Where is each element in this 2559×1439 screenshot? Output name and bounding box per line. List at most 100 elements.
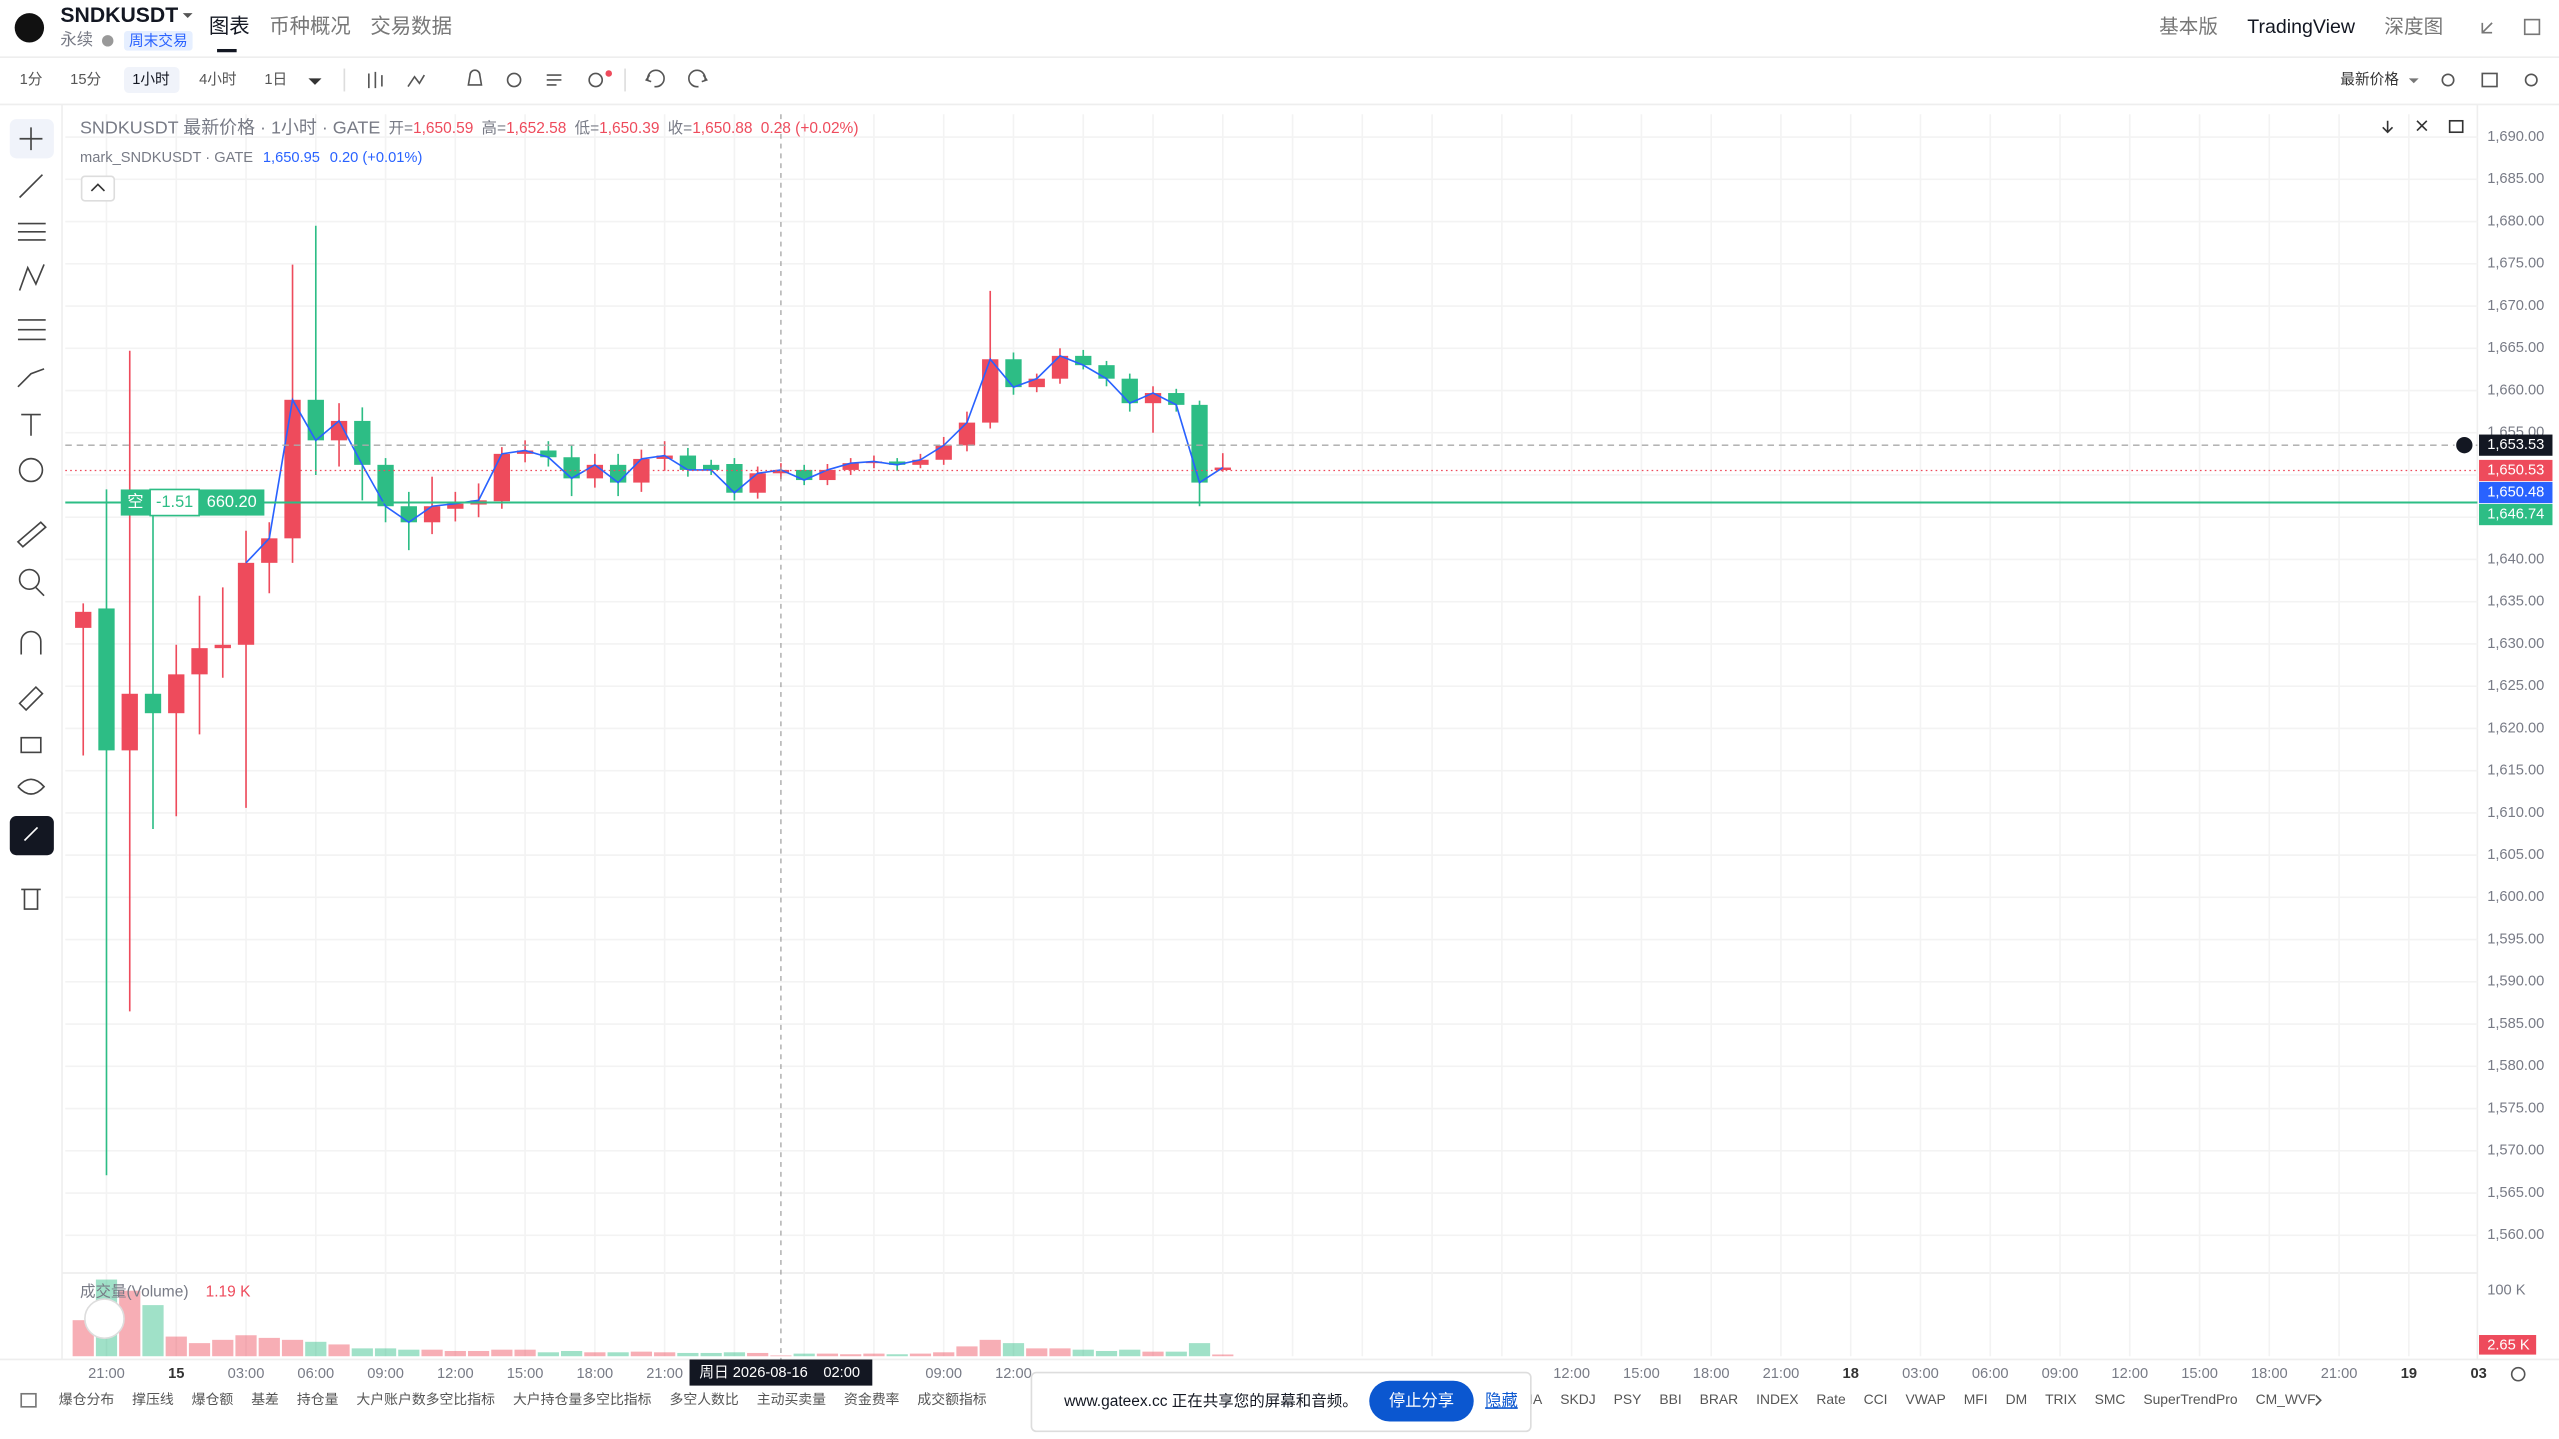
indicator-tab[interactable]: VWAP	[1905, 1391, 1945, 1407]
volume-bar	[816, 1353, 839, 1357]
candle-body	[935, 445, 952, 460]
dropdown-icon[interactable]	[2408, 78, 2419, 84]
volume-bar	[235, 1335, 257, 1357]
volume-bar	[561, 1350, 583, 1357]
stop-label[interactable]: 停止分享	[1389, 1392, 1454, 1410]
y-tick-label: 1,685.00	[2487, 171, 2544, 187]
indicator-tab[interactable]: 爆仓额	[192, 1391, 234, 1407]
indicator-tab[interactable]: SKDJ	[1560, 1391, 1595, 1407]
mark-line	[245, 354, 1224, 564]
y-tick-label: 1,630.00	[2487, 636, 2544, 652]
pane-buttons[interactable]	[2382, 119, 2464, 134]
right-icons[interactable]	[2441, 72, 2538, 88]
interval[interactable]: 1小时	[132, 71, 170, 88]
window-icon[interactable]	[2523, 18, 2541, 36]
volume-bar	[467, 1350, 490, 1357]
volume-bar	[258, 1337, 280, 1357]
volume-bar	[584, 1352, 606, 1357]
indicator-tab[interactable]: CM_WVF	[2256, 1391, 2316, 1407]
y-tick-label: 1,560.00	[2487, 1227, 2544, 1243]
x-tick-label: 21:00	[2321, 1366, 2358, 1382]
volume-last: 2.65 K	[2487, 1337, 2530, 1353]
indicator-tab[interactable]: BBI	[1659, 1391, 1681, 1407]
crosshair-time: 02:00	[823, 1365, 860, 1381]
x-tick-label: 15:00	[507, 1366, 544, 1382]
candle-body	[400, 506, 417, 523]
crosshair-tag	[689, 1359, 873, 1386]
indicator-tab[interactable]: 持仓量	[297, 1391, 339, 1407]
fullscreen-icon[interactable]	[2481, 22, 2493, 34]
volume-bar	[212, 1339, 234, 1357]
x-tick-label: 15:00	[2181, 1366, 2218, 1382]
indicator-tab[interactable]: 成交额指标	[917, 1391, 986, 1407]
indicator-tab[interactable]: 资金费率	[844, 1391, 900, 1407]
interval[interactable]: 1分	[20, 71, 43, 88]
indicator-tab[interactable]: 大户持仓量多空比指标	[513, 1391, 652, 1407]
indicator-tab[interactable]: 撑压线	[132, 1391, 174, 1407]
settings-icon[interactable]	[2510, 1366, 2526, 1382]
volume-bar	[165, 1336, 187, 1357]
crosshair-date: 周日 2026-08-16	[699, 1364, 807, 1381]
interval[interactable]: 15分	[70, 71, 101, 88]
indicator-tab[interactable]: SuperTrendPro	[2143, 1391, 2238, 1407]
toolbar-icons[interactable]	[368, 69, 708, 89]
candle-body	[1051, 355, 1069, 379]
indicator-tab[interactable]: DM	[2006, 1391, 2028, 1407]
view-tab[interactable]: TradingView	[2247, 16, 2356, 38]
indicator-tab[interactable]: PSY	[1614, 1391, 1642, 1407]
indicator-tab[interactable]: 多空人数比	[669, 1391, 738, 1407]
info-icon[interactable]	[102, 35, 114, 47]
indicator-tab[interactable]: IA	[1529, 1391, 1543, 1407]
more-arrow[interactable]	[2315, 1394, 2322, 1406]
indicator-tab[interactable]: 大户账户数多空比指标	[356, 1391, 495, 1407]
view-tab[interactable]: 基本版	[2159, 16, 2218, 38]
indicator-tab[interactable]: SMC	[2095, 1391, 2126, 1407]
tab[interactable]: 交易数据	[370, 15, 452, 38]
position-size: -1.51	[156, 493, 193, 511]
legend-text: SNDKUSDT 最新价格 · 1小时 · GATE	[80, 118, 380, 138]
volume-bar	[1072, 1349, 1094, 1357]
price-tag	[2479, 459, 2553, 482]
interval[interactable]: 4小时	[199, 71, 237, 88]
indicator-tab[interactable]: TRIX	[2045, 1391, 2077, 1407]
x-tick-label: 18:00	[2251, 1366, 2288, 1382]
x-tick-label: 15	[168, 1366, 184, 1382]
volume-bar	[119, 1290, 141, 1357]
volume-bar	[351, 1348, 373, 1357]
indicator-tab[interactable]: 主动买卖量	[757, 1391, 826, 1407]
price-source[interactable]: 最新价格	[2340, 71, 2399, 88]
indicator-tab[interactable]: BRAR	[1700, 1391, 1739, 1407]
view-tab[interactable]: 深度图	[2384, 16, 2443, 38]
legend-text: 1,650.59	[413, 120, 473, 137]
indicator-tab[interactable]: 基差	[251, 1391, 279, 1407]
y-tick-label: 1,690.00	[2487, 129, 2544, 145]
drawing-tools[interactable]	[9, 119, 54, 910]
y-tick-label: 1,635.00	[2487, 594, 2544, 610]
x-tick-label: 09:00	[925, 1366, 962, 1382]
price-tag	[2479, 503, 2553, 526]
interval[interactable]: 1日	[264, 72, 287, 88]
volume-bar	[1165, 1351, 1187, 1357]
interval-active	[124, 66, 180, 94]
calendar-icon[interactable]	[20, 1392, 37, 1408]
tab[interactable]: 图表	[209, 15, 250, 38]
legend-text: 0.28 (+0.02%)	[761, 120, 859, 137]
candle-body	[98, 608, 115, 751]
interval-dropdown[interactable]	[308, 78, 322, 85]
indicator-tab[interactable]: CCI	[1864, 1391, 1888, 1407]
legend-text: 1,650.39	[599, 120, 659, 137]
indicator-tab[interactable]: Rate	[1816, 1391, 1846, 1407]
indicator-tab[interactable]: INDEX	[1756, 1391, 1798, 1407]
collapse-button[interactable]	[80, 175, 116, 202]
indicator-tab[interactable]: MFI	[1964, 1391, 1988, 1407]
indicator-tab[interactable]: 爆仓分布	[59, 1391, 115, 1407]
stop-button[interactable]	[1369, 1380, 1474, 1422]
hide-link[interactable]: 隐藏	[1485, 1392, 1518, 1410]
legend-text: 高=	[482, 119, 507, 137]
add-order[interactable]	[2454, 435, 2475, 455]
volume-bar	[654, 1352, 676, 1357]
dropdown-icon[interactable]	[182, 13, 193, 18]
y-tick-label: 1,680.00	[2487, 213, 2544, 229]
tab[interactable]: 币种概况	[269, 15, 351, 38]
symbol[interactable]: SNDKUSDT	[60, 4, 178, 27]
